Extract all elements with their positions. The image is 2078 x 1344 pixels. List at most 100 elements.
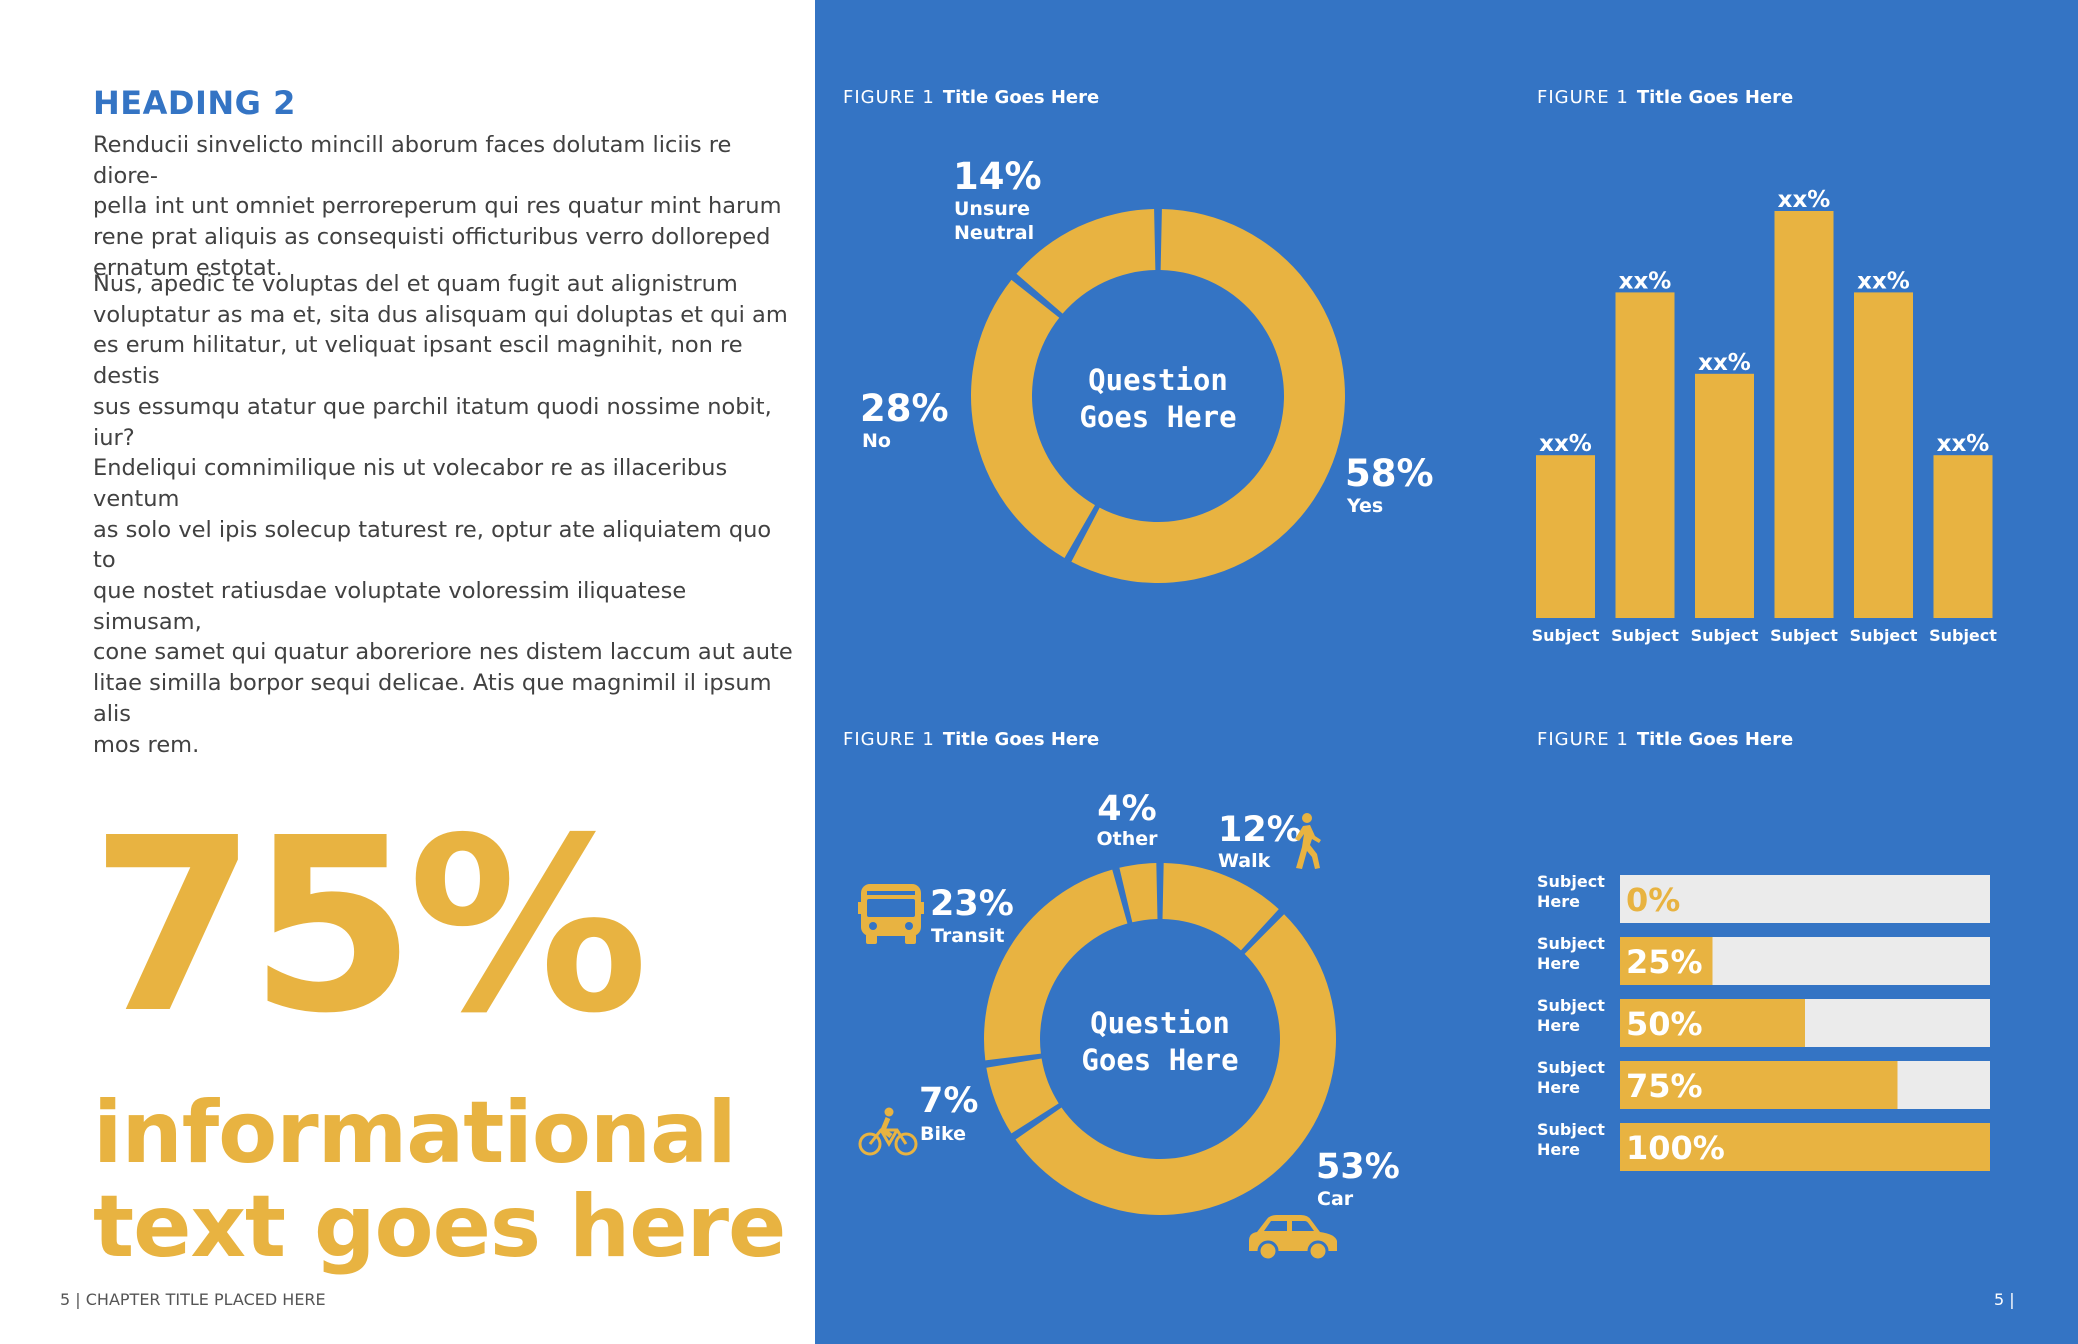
bar — [1933, 455, 1993, 618]
donut-center-label: Goes Here — [1081, 1043, 1238, 1077]
slice-category-label: Bike — [920, 1123, 966, 1145]
figure-label: FIGURE 1 — [843, 729, 935, 750]
figure-title: Title Goes Here — [942, 729, 1100, 750]
donut-center-label: Question — [1088, 363, 1228, 397]
bar — [1774, 211, 1834, 618]
walk-icon-head — [1302, 813, 1312, 823]
slice-category-label: Car — [1317, 1188, 1354, 1210]
bar — [1854, 292, 1913, 618]
slice-category-label: Transit — [931, 925, 1005, 947]
bar-category-label: Subject — [1770, 626, 1838, 645]
car-icon-window — [1264, 1221, 1287, 1231]
figure-caption-4: FIGURE 1 Title Goes Here — [1537, 729, 1793, 750]
progress-bar-chart: 0%SubjectHere25%SubjectHere50%SubjectHer… — [1537, 872, 1990, 1171]
progress-category-label: Here — [1537, 1078, 1580, 1097]
bar-value-label: xx% — [1619, 268, 1672, 294]
slice-category-label: Unsure — [954, 198, 1030, 220]
donut-slice-yes — [1071, 209, 1345, 584]
car-icon-wheel — [1307, 1240, 1329, 1262]
donut-center-label: Question — [1090, 1006, 1230, 1040]
progress-fill — [1620, 1061, 1898, 1109]
bar — [1695, 373, 1754, 618]
progress-category-label: Here — [1537, 1140, 1580, 1159]
bus-icon-mirror — [858, 902, 861, 914]
big-stat: 75% — [90, 786, 648, 1066]
progress-category-label: Subject — [1537, 872, 1605, 891]
progress-fill — [1620, 1123, 1990, 1171]
figure-title: Title Goes Here — [1636, 87, 1794, 108]
bike-icon-rider — [879, 1117, 893, 1138]
figure-caption-3: FIGURE 1 Title Goes Here — [843, 729, 1099, 750]
car-icon-window — [1292, 1221, 1314, 1231]
bus-icon-light — [869, 922, 877, 930]
progress-fill — [1620, 937, 1713, 985]
bus-icon-wheel — [905, 934, 916, 944]
heading: HEADING 2 — [93, 84, 296, 122]
bar-value-label: xx% — [1698, 350, 1751, 376]
bus-icon-light — [905, 922, 913, 930]
bike-icon — [858, 1107, 918, 1156]
donut-center-label: Goes Here — [1079, 400, 1236, 434]
progress-category-label: Here — [1537, 1016, 1580, 1035]
footer-chapter-title: 5 | CHAPTER TITLE PLACED HERE — [60, 1290, 326, 1309]
figure-label: FIGURE 1 — [1537, 87, 1629, 108]
slice-value-label: 7% — [919, 1081, 978, 1121]
bike-icon-wheel — [894, 1132, 918, 1156]
walk-icon-body — [1295, 825, 1321, 869]
big-stat-caption: informational text goes here — [93, 1083, 786, 1277]
bar-category-label: Subject — [1532, 626, 1600, 645]
slice-value-label: 53% — [1316, 1147, 1400, 1187]
slice-category-label: Yes — [1346, 495, 1383, 517]
slice-value-label: 23% — [930, 884, 1014, 924]
bar-category-label: Subject — [1850, 626, 1918, 645]
slice-category-label: Neutral — [954, 222, 1034, 244]
progress-category-label: Subject — [1537, 1120, 1605, 1139]
bar-category-label: Subject — [1611, 626, 1679, 645]
paragraph-2: Nus, apedic te voluptas del et quam fugi… — [93, 271, 793, 758]
slice-category-label: No — [862, 430, 891, 452]
slice-value-label: 14% — [953, 155, 1042, 198]
figure-label: FIGURE 1 — [843, 87, 935, 108]
progress-category-label: Here — [1537, 954, 1580, 973]
bar-value-label: xx% — [1857, 268, 1910, 294]
slice-value-label: 28% — [860, 387, 949, 430]
bus-icon-mirror — [921, 902, 924, 914]
progress-track — [1620, 875, 1990, 923]
bike-icon-frame — [868, 1128, 908, 1148]
progress-category-label: Subject — [1537, 1058, 1605, 1077]
bus-icon-sign — [867, 891, 915, 895]
progress-fill — [1620, 999, 1805, 1047]
progress-value-label: 100% — [1626, 1129, 1725, 1167]
bus-icon-window — [867, 899, 915, 917]
progress-value-label: 50% — [1626, 1005, 1703, 1043]
footer-page-number: 5 | — [1994, 1290, 2015, 1309]
bar — [1536, 455, 1595, 618]
progress-value-label: 0% — [1626, 881, 1680, 919]
slice-value-label: 4% — [1097, 789, 1156, 829]
donut-slice-transit — [984, 869, 1128, 1061]
donut-slice-unsure-neutral — [1016, 209, 1156, 314]
bike-icon-wheel — [858, 1132, 882, 1156]
bus-icon-wheel — [866, 934, 877, 944]
progress-category-label: Here — [1537, 892, 1580, 911]
paragraph-1: Renducii sinvelicto mincill aborum faces… — [93, 132, 782, 281]
figure-title: Title Goes Here — [942, 87, 1100, 108]
bar-value-label: xx% — [1937, 431, 1990, 457]
donut-slice-walk — [1162, 863, 1279, 951]
progress-category-label: Subject — [1537, 996, 1605, 1015]
figure-title: Title Goes Here — [1636, 729, 1794, 750]
walk-icon — [1295, 813, 1321, 869]
right-page: Question Goes Here 58% Yes 28% No 14% Unsure Neu… — [815, 0, 2078, 1344]
progress-category-label: Subject — [1537, 934, 1605, 953]
slice-value-label: 58% — [1345, 452, 1434, 495]
car-icon — [1249, 1215, 1337, 1262]
figure-caption-2: FIGURE 1 Title Goes Here — [1537, 87, 1793, 108]
bar-value-label: xx% — [1539, 431, 1592, 457]
left-page: HEADING 2 Renducii sinvelicto mincill ab… — [0, 0, 815, 1344]
car-icon-wheel — [1257, 1240, 1279, 1262]
donut-slice-no — [970, 279, 1095, 558]
donut-slice-bike — [986, 1058, 1059, 1134]
donut-slice-car — [1015, 914, 1336, 1216]
